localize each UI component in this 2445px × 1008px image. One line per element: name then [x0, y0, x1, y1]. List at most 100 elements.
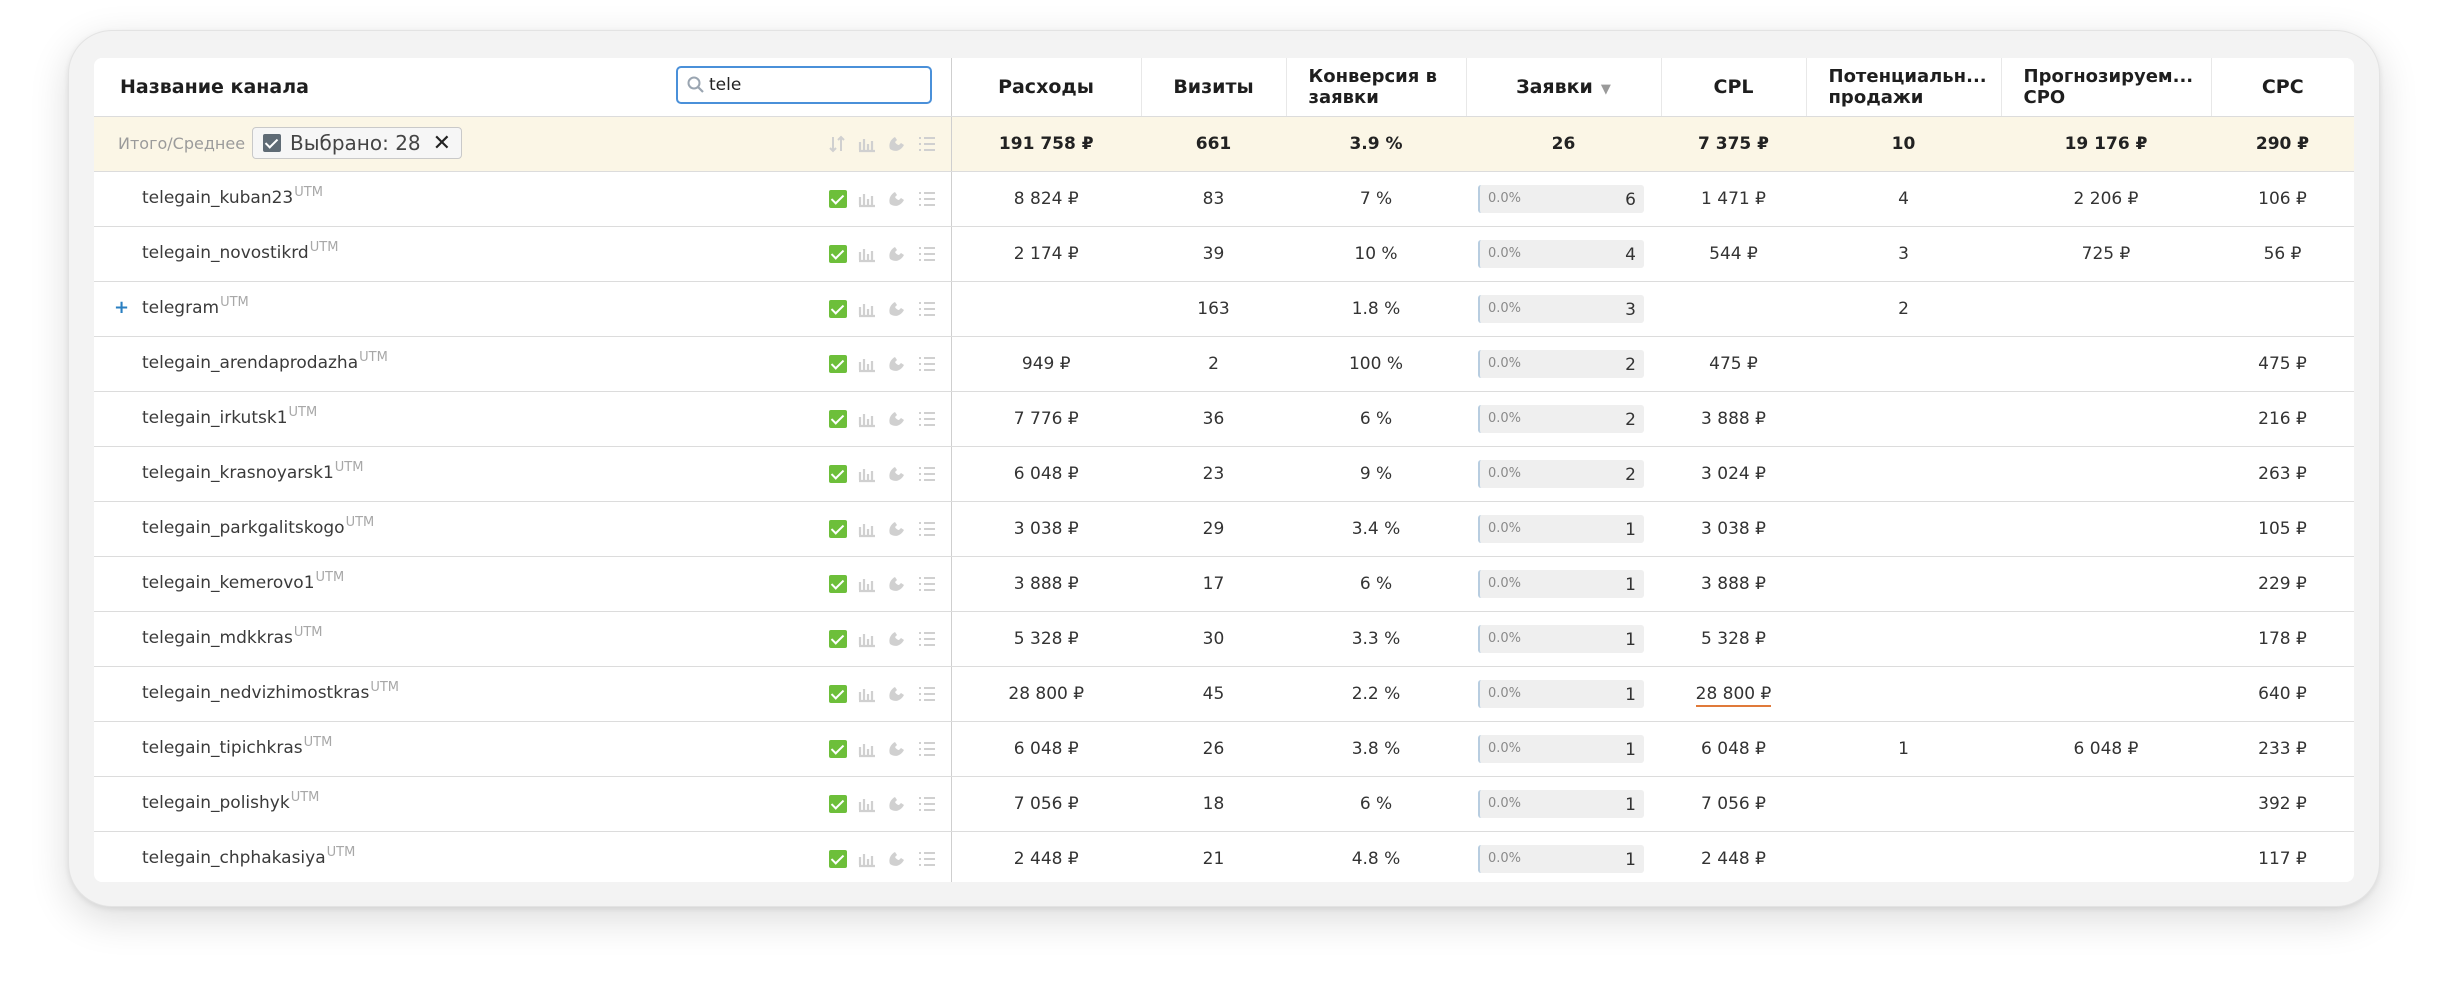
channel-name-cell[interactable]: telegain_kemerovo1UTM — [94, 556, 952, 612]
table-row[interactable]: telegain_kemerovo1UTM 3 888 ₽ 17 6 % 0.0… — [94, 556, 2354, 612]
checkbox-icon[interactable] — [828, 300, 847, 318]
chart-icon[interactable] — [857, 685, 877, 703]
channel-name-cell[interactable]: telegain_kuban23UTM — [94, 171, 952, 227]
phone-icon[interactable] — [887, 520, 907, 538]
chart-icon[interactable] — [857, 245, 877, 263]
column-header-cpc[interactable]: CPC — [2211, 58, 2354, 117]
checkbox-icon[interactable] — [828, 795, 847, 813]
checkbox-icon[interactable] — [263, 134, 281, 152]
list-icon[interactable] — [917, 190, 937, 208]
column-header-expenses[interactable]: Расходы — [951, 58, 1142, 117]
phone-icon[interactable] — [887, 410, 907, 428]
channel-name-cell[interactable]: telegain_novostikrdUTM — [94, 226, 952, 282]
column-header-conversion[interactable]: Конверсия в заявки — [1286, 58, 1467, 117]
phone-icon[interactable] — [887, 190, 907, 208]
chart-icon[interactable] — [857, 465, 877, 483]
chart-icon[interactable] — [857, 740, 877, 758]
phone-icon[interactable] — [887, 465, 907, 483]
channel-name[interactable]: telegain_chphakasiyaUTM — [142, 845, 355, 868]
checkbox-icon[interactable] — [828, 740, 847, 758]
phone-icon[interactable] — [887, 355, 907, 373]
checkbox-icon[interactable] — [828, 685, 847, 703]
column-header-forecast-cpo[interactable]: Прогнозируем... CPO — [2001, 58, 2212, 117]
column-header-channel-name[interactable]: Название канала — [94, 58, 952, 117]
channel-name[interactable]: telegain_mdkkrasUTM — [142, 625, 323, 648]
phone-icon[interactable] — [887, 300, 907, 318]
table-row[interactable]: telegain_chphakasiyaUTM 2 448 ₽ 21 4.8 %… — [94, 831, 2354, 882]
checkbox-icon[interactable] — [828, 190, 847, 208]
phone-icon[interactable] — [887, 795, 907, 813]
checkbox-icon[interactable] — [828, 630, 847, 648]
table-row[interactable]: telegain_mdkkrasUTM 5 328 ₽ 30 3.3 % 0.0… — [94, 611, 2354, 667]
channel-name[interactable]: telegain_arendaprodazhaUTM — [142, 350, 388, 373]
checkbox-icon[interactable] — [828, 575, 847, 593]
channel-name[interactable]: telegain_irkutsk1UTM — [142, 405, 317, 428]
list-icon[interactable] — [917, 520, 937, 538]
list-icon[interactable] — [917, 245, 937, 263]
table-row[interactable]: telegain_parkgalitskogoUTM 3 038 ₽ 29 3.… — [94, 501, 2354, 557]
channel-name-cell[interactable]: telegain_polishykUTM — [94, 776, 952, 832]
channel-name[interactable]: telegain_novostikrdUTM — [142, 240, 338, 263]
channel-name[interactable]: telegramUTM — [142, 295, 249, 318]
list-icon[interactable] — [917, 685, 937, 703]
chart-icon[interactable] — [857, 630, 877, 648]
channel-name-cell[interactable]: telegain_parkgalitskogoUTM — [94, 501, 952, 557]
phone-icon[interactable] — [887, 245, 907, 263]
checkbox-icon[interactable] — [828, 850, 847, 868]
chart-icon[interactable] — [857, 355, 877, 373]
channel-search-input[interactable] — [706, 75, 909, 95]
list-icon[interactable] — [917, 630, 937, 648]
column-header-leads[interactable]: Заявки ▼ — [1466, 58, 1662, 117]
channel-search-box[interactable] — [676, 66, 932, 104]
phone-icon[interactable] — [887, 630, 907, 648]
chart-icon[interactable] — [857, 520, 877, 538]
list-icon[interactable] — [917, 850, 937, 868]
column-header-cpl[interactable]: CPL — [1661, 58, 1807, 117]
channel-name-cell[interactable]: telegain_irkutsk1UTM — [94, 391, 952, 447]
checkbox-icon[interactable] — [828, 410, 847, 428]
list-icon[interactable] — [917, 795, 937, 813]
list-icon[interactable] — [917, 300, 937, 318]
list-icon[interactable] — [917, 410, 937, 428]
table-row[interactable]: telegain_nedvizhimostkrasUTM 28 800 ₽ 45… — [94, 666, 2354, 722]
table-row[interactable]: telegain_polishykUTM 7 056 ₽ 18 6 % 0.0%… — [94, 776, 2354, 832]
channel-name-cell[interactable]: + telegramUTM — [94, 281, 952, 337]
checkbox-icon[interactable] — [828, 520, 847, 538]
list-icon[interactable] — [917, 355, 937, 373]
phone-icon[interactable] — [887, 740, 907, 758]
table-row[interactable]: + telegramUTM 163 1.8 % 0.0% 3 2 — [94, 281, 2354, 337]
checkbox-icon[interactable] — [828, 355, 847, 373]
channel-name-cell[interactable]: telegain_chphakasiyaUTM — [94, 831, 952, 882]
channel-name-cell[interactable]: telegain_krasnoyarsk1UTM — [94, 446, 952, 502]
chart-icon[interactable] — [857, 410, 877, 428]
channel-name-cell[interactable]: telegain_arendaprodazhaUTM — [94, 336, 952, 392]
phone-icon[interactable] — [887, 575, 907, 593]
checkbox-icon[interactable] — [828, 465, 847, 483]
channel-name-cell[interactable]: telegain_nedvizhimostkrasUTM — [94, 666, 952, 722]
table-row[interactable]: telegain_arendaprodazhaUTM 949 ₽ 2 100 %… — [94, 336, 2354, 392]
sort-icon[interactable]: ▼ — [1600, 82, 1611, 97]
column-header-potential-sales[interactable]: Потенциальн... продажи — [1806, 58, 2002, 117]
channel-name[interactable]: telegain_kuban23UTM — [142, 185, 323, 208]
list-icon[interactable] — [917, 465, 937, 483]
sort-icon[interactable] — [827, 135, 847, 153]
chart-icon[interactable] — [857, 300, 877, 318]
list-icon[interactable] — [917, 740, 937, 758]
close-icon[interactable]: ✕ — [432, 130, 452, 156]
chart-icon[interactable] — [857, 850, 877, 868]
list-icon[interactable] — [917, 135, 937, 153]
checkbox-icon[interactable] — [828, 245, 847, 263]
table-row[interactable]: telegain_tipichkrasUTM 6 048 ₽ 26 3.8 % … — [94, 721, 2354, 777]
table-row[interactable]: telegain_kuban23UTM 8 824 ₽ 83 7 % 0.0% … — [94, 171, 2354, 227]
table-row[interactable]: telegain_irkutsk1UTM 7 776 ₽ 36 6 % 0.0%… — [94, 391, 2354, 447]
chart-icon[interactable] — [857, 795, 877, 813]
expand-icon[interactable]: + — [114, 297, 130, 318]
channel-name[interactable]: telegain_nedvizhimostkrasUTM — [142, 680, 399, 703]
table-row[interactable]: telegain_krasnoyarsk1UTM 6 048 ₽ 23 9 % … — [94, 446, 2354, 502]
selected-filter-chip[interactable]: Выбрано: 28 ✕ — [252, 127, 463, 159]
chart-icon[interactable] — [857, 575, 877, 593]
channel-name[interactable]: telegain_polishykUTM — [142, 790, 319, 813]
channel-name[interactable]: telegain_parkgalitskogoUTM — [142, 515, 374, 538]
column-header-visits[interactable]: Визиты — [1141, 58, 1287, 117]
phone-icon[interactable] — [887, 135, 907, 153]
